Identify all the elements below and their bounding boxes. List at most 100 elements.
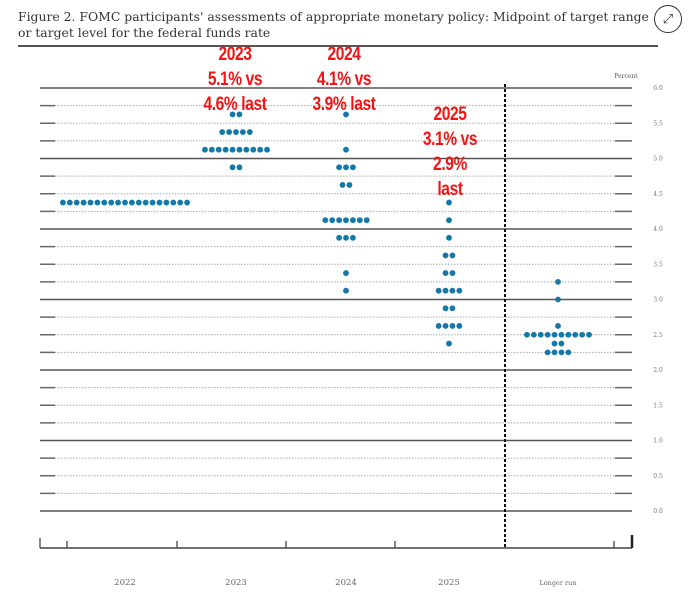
dot-2023 [243,146,250,153]
dot-2022 [177,199,184,206]
annotation-2024: 2024 4.1% vs 3.9% last [303,42,385,117]
dot-2022 [60,199,66,206]
dot-2023 [229,164,236,171]
y-tick-label: 4.5 [653,191,663,198]
y-tick-label: 4.0 [653,226,663,233]
dot-2023 [229,146,236,153]
dot-2022 [135,199,142,206]
dot-longer-run [579,331,586,338]
x-tick-label: 2025 [438,578,460,588]
y-tick-label: 2.5 [653,332,663,339]
dot-2023 [219,129,226,135]
dot-longer-run [551,349,558,356]
y-tick-label: 3.5 [653,261,663,268]
y-tick-label: 2.0 [653,367,663,374]
dot-longer-run [558,340,565,347]
dot-2023 [240,129,246,135]
dot-2023 [215,146,222,153]
dot-2025 [449,252,456,259]
dot-2025 [442,287,449,294]
dot-2023 [250,146,257,153]
dot-2022 [94,199,101,206]
dot-2023 [233,129,239,135]
annotation-2025: 2025 3.1% vs 2.9% last [409,102,491,202]
dot-2025 [456,287,463,294]
y-tick-label: 5.5 [653,120,663,127]
x-tick-label: 2023 [225,578,247,588]
dot-2022 [170,199,177,206]
dot-2025 [446,234,452,241]
figure-title-line2: or target level for the federal funds ra… [18,25,271,40]
dot-2023 [229,111,236,118]
annotation-2023-median: 5.1% vs [207,69,263,90]
dot-2024 [336,164,342,171]
dot-longer-run [551,340,558,347]
dot-2024 [336,234,342,241]
y-tick-label: 5.0 [653,156,663,163]
dot-2024 [343,146,349,153]
dot-2022 [73,199,80,206]
dot-2025 [449,305,456,312]
dot-2025 [446,340,452,347]
annotation-2024-year: 2024 [327,44,361,65]
annotation-2024-median: 4.1% vs [316,69,372,90]
dot-2023 [226,129,233,135]
dot-2024 [346,182,353,188]
annotation-2023-last: 4.6% last [203,94,267,115]
dot-longer-run [537,331,544,338]
dot-2024 [343,164,349,171]
dot-2023 [264,146,270,153]
dot-2025 [442,270,449,276]
dot-longer-run [555,278,561,285]
expand-icon[interactable]: ⤢ [654,5,682,33]
dot-2024 [322,217,329,224]
dot-longer-run [558,331,565,338]
dot-2024 [336,217,342,224]
dot-longer-run [530,331,537,338]
annotation-2025-median: 3.1% vs [422,129,478,150]
dot-2023 [222,146,229,153]
dot-longer-run [551,331,558,338]
dot-2025 [449,270,456,276]
x-tick-label: 2022 [114,578,136,588]
annotation-2025-year: 2025 [433,104,467,125]
dot-2023 [236,111,243,118]
y-axis-label: Percent [614,73,638,80]
annotation-2025-last-value: 2.9% [433,154,467,175]
y-tick-label: 0.5 [653,473,663,480]
dot-2024 [350,217,356,224]
dot-2024 [363,217,370,224]
dot-2024 [329,217,336,224]
dot-2025 [446,199,452,206]
dot-2024 [343,287,349,294]
x-tick-label: 2024 [335,578,357,588]
dot-2025 [442,305,449,312]
dot-2023 [236,146,243,153]
dot-longer-run [524,331,530,338]
figure-title: Figure 2. FOMC participants' assessments… [18,9,649,41]
y-tick-label: 1.0 [653,438,663,445]
y-tick-label: 0.0 [653,508,663,515]
dot-2025 [435,287,442,294]
dot-2024 [356,217,363,224]
dot-longer-run [544,349,551,356]
dot-2024 [343,270,349,276]
dot-longer-run [565,331,572,338]
y-tick-label: 1.5 [653,402,663,409]
dot-longer-run [555,296,561,303]
dot-2023 [202,146,208,153]
dot-2022 [122,199,128,206]
dot-2025 [456,323,463,329]
dot-2022 [80,199,87,206]
dot-2023 [208,146,215,153]
dot-2025 [446,217,452,224]
dot-longer-run [558,349,565,356]
dot-2022 [115,199,121,206]
y-tick-label: 3.0 [653,297,663,304]
annotation-2025-last: last [437,179,463,200]
title-rule [18,45,658,47]
figure-title-line1: Figure 2. FOMC participants' assessments… [18,9,649,24]
dot-2022 [87,199,94,206]
dot-2023 [246,129,253,135]
